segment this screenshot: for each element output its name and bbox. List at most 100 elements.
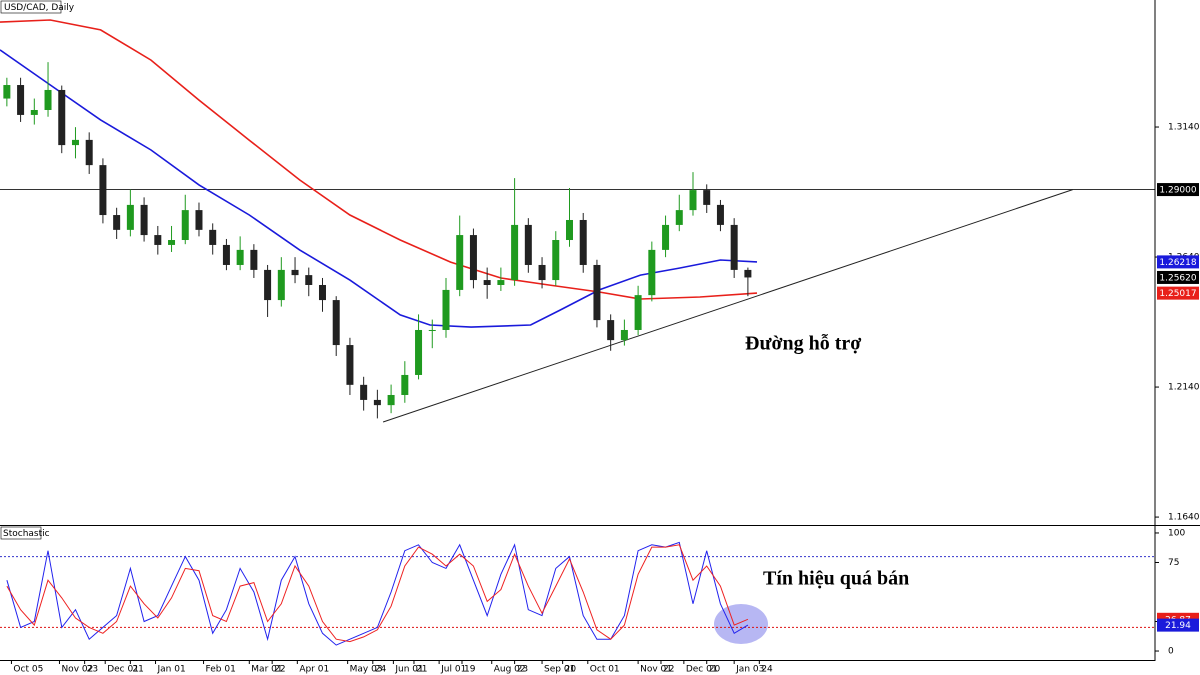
trend-line (382, 189, 1073, 423)
annotation: Đường hỗ trợ (745, 333, 861, 355)
candle-body (524, 224, 532, 265)
candle-body (675, 210, 683, 225)
candle-body (483, 280, 491, 285)
candle-body (168, 240, 176, 245)
x-tick-label: 22 (663, 665, 674, 675)
stochastic-line (6, 544, 749, 643)
moving-average (0, 19, 758, 300)
price-label: 1.29000 (1159, 186, 1196, 196)
candle-body (703, 190, 711, 205)
candle-body (620, 329, 628, 341)
candle-body (552, 240, 560, 281)
y-tick-label: 1.21405 (1168, 383, 1200, 393)
x-tick-label: Oct 05 (13, 665, 43, 675)
y-tick-label: 75 (1168, 558, 1179, 568)
candle-body (662, 224, 670, 250)
x-tick-label: Nov 02 (61, 665, 93, 675)
x-tick-label: 20 (709, 665, 721, 675)
candle-body (3, 85, 11, 99)
y-tick-label: 100 (1168, 528, 1185, 538)
candle-body (126, 204, 134, 230)
price-label-box (1157, 270, 1199, 284)
price-label-box (1157, 255, 1199, 269)
candle-body (140, 204, 148, 236)
candle-body (181, 210, 189, 241)
candle-body (332, 300, 340, 346)
x-tick-label: Jul 01 (440, 665, 466, 675)
title-box (0, 0, 62, 14)
candle-body (277, 269, 285, 301)
x-tick-label: 19 (464, 665, 476, 675)
candle-body (291, 269, 299, 276)
x-tick-label: Nov 01 (640, 665, 672, 675)
candle-body (415, 329, 423, 375)
price-label: 1.26218 (1159, 258, 1196, 268)
candle-body (497, 280, 505, 285)
candle-body (222, 244, 230, 265)
axes: 1.164051.214051.264051.314051.290001.262… (10, 123, 1200, 675)
candle-body (30, 109, 38, 115)
candle-body (318, 284, 326, 301)
candle-body (593, 264, 601, 321)
chart-title: USD/CAD, Daily (4, 3, 75, 13)
candle-body (442, 289, 450, 330)
title-box (0, 526, 42, 540)
candle-body (373, 399, 381, 406)
candle-body (264, 269, 272, 301)
x-tick-label: Mar 01 (251, 665, 282, 675)
x-tick-label: 21 (416, 665, 427, 675)
x-tick-label: 22 (274, 665, 285, 675)
x-tick-label: 24 (761, 665, 773, 675)
x-tick-label: Jan 01 (157, 665, 186, 675)
y-tick-label: 1.16405 (1168, 513, 1200, 523)
candle-body (648, 249, 656, 296)
candle-body (58, 89, 66, 146)
candle-body (428, 329, 436, 331)
y-tick-label: 0 (1168, 647, 1174, 657)
candle-body (579, 219, 587, 265)
candle-body (456, 235, 464, 290)
candle-body (154, 235, 162, 245)
candle-body (744, 269, 752, 278)
x-tick-label: Dec 01 (107, 665, 139, 675)
x-tick-label: Oct 01 (590, 665, 620, 675)
candle-body (607, 320, 615, 341)
plot (0, 19, 1155, 646)
x-tick-label: Apr 01 (299, 665, 329, 675)
candle-body (401, 374, 409, 395)
candle-body (305, 275, 313, 285)
x-tick-label: Jun 01 (394, 665, 423, 675)
x-tick-label: 21 (132, 665, 143, 675)
x-tick-label: Dec 01 (686, 665, 718, 675)
candle-body (538, 264, 546, 281)
price-label-box (1157, 286, 1199, 300)
candle-body (195, 210, 203, 230)
price-label-box (1157, 183, 1199, 197)
x-tick-label: May 03 (350, 665, 383, 675)
candle-body (44, 89, 52, 110)
candle-body (209, 229, 217, 245)
candle-body (99, 165, 107, 216)
candle-body (511, 224, 519, 281)
candle-body (250, 249, 258, 270)
candle-body (360, 384, 368, 400)
x-tick-label: 23 (517, 665, 528, 675)
candle-body (387, 394, 395, 406)
candle-body (85, 139, 93, 166)
y-tick-label: 1.31405 (1168, 123, 1200, 133)
x-tick-label: Sep 01 (544, 665, 575, 675)
candle-body (236, 249, 244, 265)
x-tick-label: Feb 01 (206, 665, 236, 675)
moving-average (0, 49, 758, 328)
candle-body (634, 295, 642, 330)
candle-body (716, 204, 724, 225)
highlight (714, 604, 768, 644)
x-tick-label: Jan 03 (735, 665, 764, 675)
x-tick-label: 23 (87, 665, 98, 675)
candle-body (346, 345, 354, 385)
x-tick-label: 20 (565, 665, 577, 675)
price-label-box (1157, 618, 1199, 632)
